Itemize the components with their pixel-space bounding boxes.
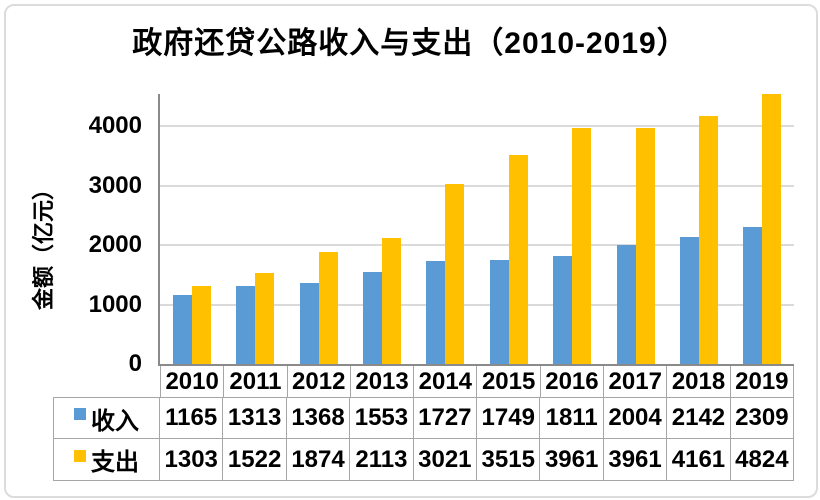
bar-expense-2018: [698, 116, 718, 364]
value-cell-expense-2011: 1522: [223, 439, 287, 480]
y-tick-label: 0: [128, 350, 142, 377]
year-cell-2010: 2010: [161, 366, 225, 397]
bar-expense-2016: [572, 128, 592, 364]
y-tick-label: 2000: [88, 231, 142, 258]
year-cell-2014: 2014: [414, 366, 478, 397]
value-cell-income-2015: 1749: [477, 398, 541, 438]
year-cell-2015: 2015: [477, 366, 541, 397]
value-cell-expense-2015: 3515: [477, 439, 541, 480]
y-axis-line: [158, 94, 160, 366]
bar-income-2015: [489, 260, 509, 364]
value-cell-income-2013: 1553: [350, 398, 414, 438]
bar-expense-2017: [635, 128, 655, 364]
year-cell-2012: 2012: [288, 366, 351, 397]
bar-income-2011: [236, 286, 256, 364]
bar-expense-2015: [508, 155, 528, 364]
bar-income-2012: [299, 283, 319, 364]
chart-frame: [4, 4, 818, 498]
gridline-2000: [160, 244, 794, 246]
value-cell-income-2011: 1313: [223, 398, 287, 438]
value-cell-expense-2010: 1303: [160, 439, 224, 480]
value-cell-expense-2013: 2113: [350, 439, 414, 480]
value-cell-income-2016: 1811: [540, 398, 604, 438]
table-row-expense: 支出 1303 1522 1874 2113 3021 3515 3961 3961 4161 48…: [54, 439, 793, 480]
value-cell-expense-2018: 4161: [667, 439, 731, 480]
y-tick-label: 4000: [88, 112, 142, 139]
year-cell-2016: 2016: [541, 366, 605, 397]
bar-income-2019: [743, 227, 763, 364]
value-cell-income-2018: 2142: [667, 398, 731, 438]
bar-expense-2010: [191, 286, 211, 364]
year-cell-2017: 2017: [604, 366, 668, 397]
bar-income-2017: [616, 245, 636, 364]
x-axis-category-row: 2010 2011 2012 2013 2014 2015 2016 2017 2018 2019: [160, 366, 794, 397]
bar-income-2010: [172, 295, 192, 364]
table-row-income: 收入 1165 1313 1368 1553 1727 1749 1811 2004 2142 23…: [54, 398, 793, 439]
plot-area: [160, 94, 794, 364]
legend-swatch-income: [74, 408, 86, 420]
bar-income-2016: [553, 256, 573, 364]
y-tick-label: 3000: [88, 171, 142, 199]
bar-expense-2019: [762, 94, 782, 364]
year-cell-2018: 2018: [667, 366, 731, 397]
gridline-3000: [160, 184, 794, 187]
value-cell-expense-2017: 3961: [604, 439, 668, 480]
value-cell-income-2019: 2309: [735, 404, 789, 431]
y-tick-label: 1000: [88, 290, 142, 318]
value-cell-income-2017: 2004: [604, 398, 668, 438]
gridline-1000: [160, 303, 794, 306]
value-cell-expense-2014: 3021: [414, 439, 478, 480]
year-cell-2011: 2011: [224, 366, 288, 397]
y-axis-tick-labels: 0 1000 2000 3000 4000: [0, 0, 142, 500]
bar-income-2018: [679, 237, 699, 364]
legend-label-expense: 支出: [91, 449, 139, 476]
value-cell-expense-2012: 1874: [287, 439, 351, 480]
value-cell-income-2014: 1727: [414, 398, 478, 438]
value-cell-expense-2019: 4824: [735, 445, 789, 473]
legend-label-income: 收入: [91, 407, 139, 435]
legend-cell-income: 收入: [54, 398, 160, 438]
bar-income-2014: [426, 261, 446, 364]
bar-expense-2011: [255, 273, 275, 364]
bar-expense-2013: [381, 238, 401, 364]
bar-expense-2012: [318, 252, 338, 364]
bar-expense-2014: [445, 184, 465, 364]
value-cell-income-2012: 1368: [287, 398, 351, 438]
value-cell-income-2010: 1165: [160, 398, 224, 438]
legend-swatch-expense: [74, 449, 86, 462]
x-axis-line: [158, 364, 794, 366]
year-cell-2013: 2013: [351, 366, 415, 397]
data-table: 收入 1165 1313 1368 1553 1727 1749 1811 2004 2142 23…: [53, 397, 794, 481]
gridline-4000: [160, 125, 794, 127]
value-cell-expense-2016: 3961: [540, 439, 604, 480]
chart-title: 政府还贷公路收入与支出（2010-2019）: [132, 27, 688, 60]
bar-income-2013: [362, 272, 382, 364]
legend-cell-expense: 支出: [54, 439, 160, 480]
year-cell-2019: 2019: [735, 367, 789, 395]
